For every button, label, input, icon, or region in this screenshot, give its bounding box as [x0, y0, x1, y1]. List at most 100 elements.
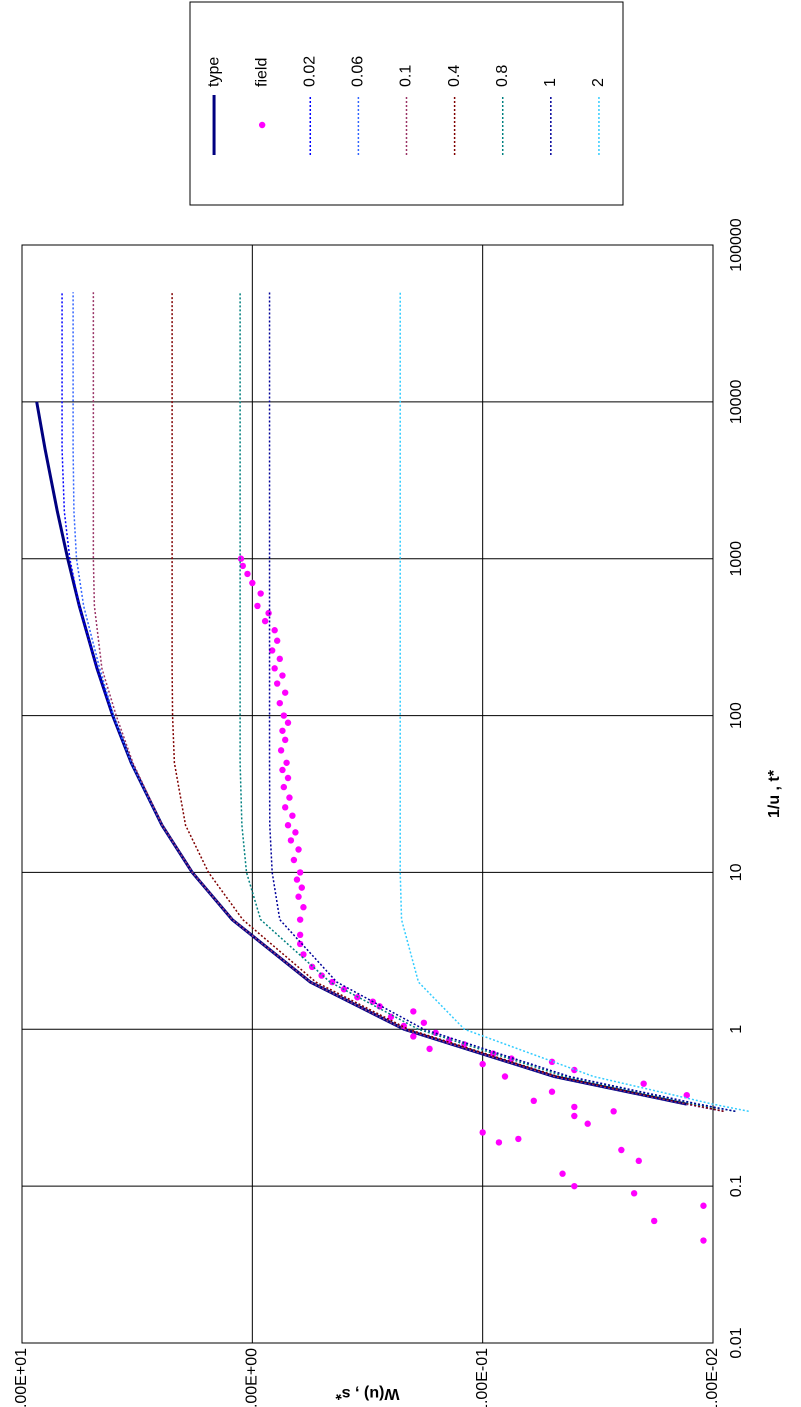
legend-label: 0.02: [301, 56, 318, 87]
field-point: [284, 822, 292, 829]
curve: [268, 292, 736, 1113]
x-tick-label: 100000: [728, 218, 745, 271]
field-point: [479, 1129, 486, 1136]
field-point: [249, 579, 256, 587]
field-point: [290, 856, 298, 864]
legend-label: 0.4: [446, 65, 463, 87]
field-point: [279, 766, 286, 774]
legend-label: 1: [542, 78, 559, 87]
field-point: [559, 1170, 566, 1177]
field-point: [281, 736, 289, 744]
rotated-chart: 0.01 0.1 1 10 100 1000 10000 100000 1.00E+01 1.00…: [13, 1, 783, 1407]
field-point: [281, 804, 289, 811]
field-point: [571, 1103, 578, 1111]
field-point: [284, 774, 292, 782]
legend-label: field: [253, 58, 270, 87]
field-point: [276, 699, 283, 707]
field-point: [237, 555, 245, 562]
x-tick-label: 1: [728, 1025, 745, 1034]
curve: [92, 292, 724, 1113]
field-point: [271, 665, 278, 672]
field-point: [308, 963, 316, 971]
legend-label: 0.06: [350, 56, 367, 87]
field-point: [700, 1237, 707, 1244]
field-point: [515, 1135, 522, 1143]
field-point: [530, 1097, 537, 1105]
field-point: [287, 837, 295, 844]
y-tick-label: 1.00E+00: [244, 1348, 261, 1407]
field-point: [618, 1146, 625, 1154]
field-point: [329, 978, 336, 986]
field-point: [286, 794, 293, 801]
curve: [72, 292, 724, 1113]
field-point: [257, 590, 264, 597]
x-tick-label: 0.01: [728, 1327, 745, 1358]
field-point: [420, 1019, 428, 1026]
field-point: [292, 829, 299, 836]
field-point: [295, 846, 302, 853]
curve: [61, 292, 724, 1113]
field-point: [635, 1157, 642, 1165]
legend-label: 0.1: [398, 65, 415, 87]
field-point: [410, 1008, 417, 1015]
legend-label: 0.8: [494, 65, 511, 87]
y-axis-title: W(u) , s*: [335, 1385, 400, 1402]
field-point: [293, 876, 301, 883]
field-point: [271, 627, 278, 634]
field-point: [239, 562, 246, 570]
field-point: [548, 1088, 556, 1095]
field-point: [280, 712, 288, 719]
field-point: [296, 931, 304, 939]
field-point: [376, 1003, 383, 1010]
field-point: [683, 1091, 690, 1099]
field-point: [273, 680, 281, 687]
field-point: [296, 940, 304, 948]
field-point: [300, 951, 307, 958]
field-point: [296, 916, 304, 923]
field-point: [410, 1033, 417, 1040]
x-tick-label: 1000: [728, 541, 745, 577]
field-point: [501, 1073, 509, 1080]
legend-label: 2: [590, 78, 607, 87]
field-point: [426, 1045, 433, 1053]
field-point: [284, 719, 292, 726]
field-point: [281, 689, 289, 696]
field-point: [640, 1080, 647, 1087]
y-tick-label: 1.00E-02: [704, 1348, 721, 1407]
field-point: [279, 672, 286, 679]
field-point: [273, 637, 281, 644]
field-point: [295, 893, 302, 900]
field-point: [268, 647, 276, 654]
field-point: [298, 884, 305, 891]
field-point: [571, 1182, 578, 1190]
curve: [399, 292, 749, 1113]
x-axis-title: 1/u , t*: [766, 769, 783, 818]
curve: [239, 292, 736, 1113]
legend-label: type: [205, 57, 222, 87]
field-point: [630, 1190, 638, 1197]
y-tick-label: 1.00E+01: [13, 1348, 30, 1407]
field-point: [700, 1202, 707, 1209]
field-point: [254, 602, 261, 610]
field-point: [283, 759, 290, 766]
field-point: [300, 904, 307, 911]
curve: [171, 292, 724, 1113]
field-point: [296, 869, 304, 876]
plot-border: [21, 244, 714, 1344]
field-point: [651, 1217, 658, 1225]
y-tick-label: 1.00E-01: [474, 1348, 491, 1407]
field-point: [571, 1112, 578, 1120]
field-point: [495, 1139, 503, 1146]
field-point: [289, 812, 296, 819]
field-point: [279, 727, 286, 734]
x-tick-label: 100: [728, 702, 745, 729]
x-tick-label: 10000: [728, 380, 745, 425]
field-point: [277, 747, 285, 754]
x-tick-label: 0.1: [728, 1175, 745, 1197]
field-point: [584, 1120, 591, 1127]
field-point: [610, 1108, 617, 1115]
x-tick-label: 10: [728, 863, 745, 881]
field-point: [276, 655, 283, 663]
